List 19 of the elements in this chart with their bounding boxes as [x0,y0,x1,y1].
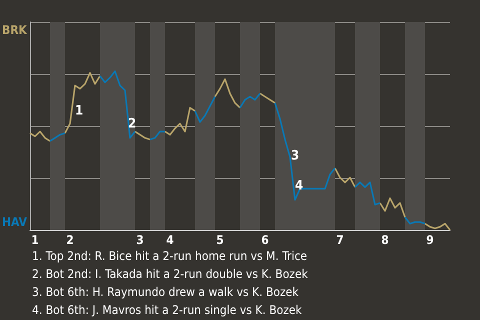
annotation: 4 [295,178,304,194]
x-tick-label: 2 [66,233,74,247]
x-tick-label: 1 [31,233,39,247]
text: 1. Top 2nd: R. Bice hit a 2-run home run vs M. Trice [32,249,308,263]
x-tick-label: 3 [136,233,144,247]
x-tick-label: 6 [261,233,269,247]
text: 3. Bot 6th: H. Raymundo drew a walk vs K. Bozek [32,285,300,299]
x-tick-label: 5 [216,233,224,247]
text: HAV [2,215,28,229]
text: 2. Bot 2nd: I. Takada hit a 2-run double vs K. Bozek [32,267,309,281]
annotation: 2 [128,116,136,132]
x-tick-label: 7 [336,233,344,247]
text: 4. Bot 6th: J. Mavros hit a 2-run single vs K. Bozek [32,303,303,317]
x-tick-label: 4 [166,233,174,247]
x-tick-label: 9 [426,233,434,247]
x-tick-label: 8 [381,233,389,247]
text: BRK [2,23,28,37]
annotation: 1 [75,104,84,118]
annotation: 3 [291,148,300,164]
